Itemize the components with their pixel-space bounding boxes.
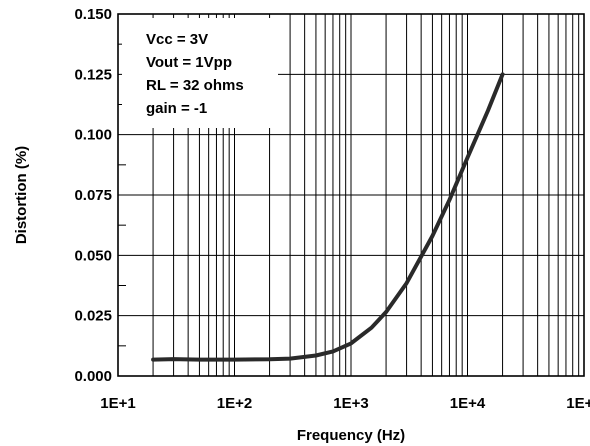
annotation-line: Vcc = 3V bbox=[146, 31, 208, 48]
x-tick-label: 1E+5 bbox=[566, 395, 590, 412]
x-tick-label: 1E+1 bbox=[100, 395, 135, 412]
y-tick-label: 0.125 bbox=[74, 66, 112, 83]
annotation-notes: Vcc = 3V Vout = 1Vpp RL = 32 ohms gain = -1 bbox=[146, 31, 244, 117]
x-tick-label: 1E+3 bbox=[333, 395, 368, 412]
x-axis-title: Frequency (Hz) bbox=[297, 427, 405, 444]
annotation-line: RL = 32 ohms bbox=[146, 77, 244, 94]
x-tick-label: 1E+2 bbox=[217, 395, 252, 412]
y-axis-title: Distortion (%) bbox=[13, 146, 30, 244]
y-tick-label: 0.100 bbox=[74, 127, 112, 144]
annotation-box bbox=[122, 18, 278, 128]
y-tick-labels: 0.000 0.025 0.050 0.075 0.100 0.125 0.150 bbox=[74, 6, 112, 385]
x-tick-label: 1E+4 bbox=[450, 395, 486, 412]
y-tick-label: 0.000 bbox=[74, 368, 112, 385]
y-tick-label: 0.025 bbox=[74, 308, 112, 325]
plot-frame bbox=[117, 13, 585, 377]
annotation-line: gain = -1 bbox=[146, 100, 207, 117]
y-tick-label: 0.075 bbox=[74, 187, 112, 204]
series-line-distortion bbox=[151, 72, 505, 362]
annotation-line: Vout = 1Vpp bbox=[146, 54, 232, 71]
y-tick-label: 0.150 bbox=[74, 6, 112, 23]
x-tick-labels: 1E+1 1E+2 1E+3 1E+4 1E+5 bbox=[100, 395, 590, 412]
y-tick-label: 0.050 bbox=[74, 247, 112, 264]
